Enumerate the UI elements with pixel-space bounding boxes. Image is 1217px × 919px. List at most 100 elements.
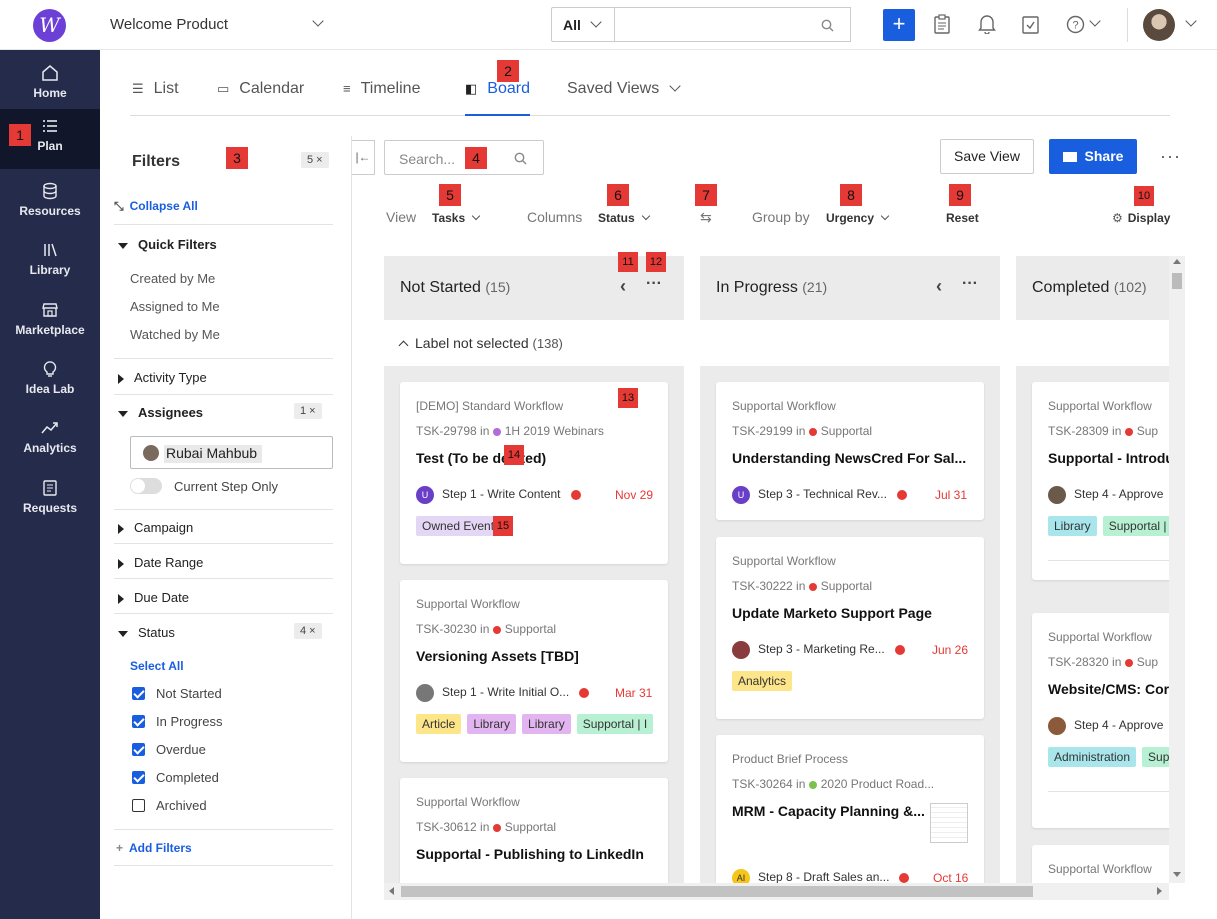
- help-icon[interactable]: ?: [1066, 15, 1085, 34]
- create-button[interactable]: +: [883, 9, 915, 41]
- collapse-all-button[interactable]: ⤡ Collapse All: [114, 199, 198, 214]
- caret-right-icon: [118, 558, 124, 569]
- status-checkbox-archived[interactable]: [132, 799, 145, 812]
- task-card[interactable]: Supportal Workflow TSK-29199 in Supporta…: [716, 382, 984, 520]
- sidebar-item-home[interactable]: Home: [0, 56, 100, 114]
- more-options-icon[interactable]: ···: [1160, 146, 1181, 166]
- reset-button[interactable]: Reset: [946, 211, 979, 225]
- campaign-section[interactable]: Campaign: [114, 509, 333, 543]
- save-view-button[interactable]: Save View: [940, 139, 1034, 174]
- status-checkbox-overdue[interactable]: [132, 743, 145, 756]
- chevron-down-icon[interactable]: [1185, 15, 1197, 27]
- task-card[interactable]: Supportal Workflow TSK-28320 in Sup Webs…: [1032, 613, 1169, 828]
- card-workflow: Supportal Workflow: [416, 795, 520, 809]
- tab-saved-views[interactable]: Saved Views: [567, 80, 681, 98]
- task-check-icon[interactable]: [1022, 14, 1039, 34]
- task-card[interactable]: Supportal Workflow TSK-28309 in Sup Supp…: [1032, 382, 1169, 580]
- search-icon[interactable]: [821, 19, 834, 32]
- sidebar-item-marketplace[interactable]: Marketplace: [0, 293, 100, 351]
- scroll-thumb[interactable]: [401, 886, 1033, 897]
- quick-filter-created[interactable]: Created by Me: [130, 271, 216, 286]
- swap-icon[interactable]: ⇆: [700, 209, 712, 225]
- filters-count-badge[interactable]: 5 ×: [301, 152, 329, 168]
- sidebar-item-label: Marketplace: [15, 323, 85, 337]
- sidebar-item-library[interactable]: Library: [0, 233, 100, 291]
- product-selector[interactable]: Welcome Product: [110, 16, 228, 33]
- search-scope-select[interactable]: All: [551, 7, 615, 42]
- scroll-up-arrow[interactable]: [1173, 259, 1181, 264]
- task-card[interactable]: [DEMO] Standard Workflow TSK-29798 in 1H…: [400, 382, 668, 564]
- sidebar-item-analytics[interactable]: Analytics: [0, 411, 100, 469]
- divider: [1048, 791, 1169, 792]
- task-id: TSK-30222: [732, 579, 793, 593]
- collapse-panel-button[interactable]: |←: [352, 140, 375, 175]
- column-more-icon[interactable]: ···: [646, 275, 662, 292]
- task-card[interactable]: Supportal Workflow TSK-30222 in Supporta…: [716, 537, 984, 719]
- board-search-input[interactable]: Search...: [384, 140, 544, 175]
- scroll-left-arrow[interactable]: [389, 887, 394, 895]
- vertical-scrollbar[interactable]: [1169, 256, 1185, 883]
- search-icon[interactable]: [514, 152, 527, 165]
- current-step-toggle[interactable]: [130, 478, 162, 494]
- add-filters-button[interactable]: + Add Filters: [116, 841, 192, 855]
- project-dot: [492, 625, 501, 634]
- view-select[interactable]: Tasks: [432, 211, 481, 225]
- status-toggle[interactable]: Status: [118, 625, 175, 640]
- due-date-section[interactable]: Due Date: [114, 578, 333, 613]
- sidebar-item-resources[interactable]: Resources: [0, 174, 100, 232]
- assignee-chip[interactable]: Rubai Mahbub: [130, 436, 333, 469]
- chevron-down-icon[interactable]: [1089, 15, 1101, 27]
- date-range-section[interactable]: Date Range: [114, 543, 333, 578]
- tab-timeline[interactable]: ≡ Timeline: [343, 80, 420, 98]
- column-header-completed: Completed (102): [1016, 256, 1169, 320]
- quick-filter-watched[interactable]: Watched by Me: [130, 327, 220, 342]
- select-all-link[interactable]: Select All: [130, 659, 184, 673]
- alert-icon: [570, 490, 581, 500]
- bell-icon[interactable]: [978, 14, 996, 34]
- step-label: Step 1 - Write Content: [442, 487, 561, 502]
- sidebar-item-label: Requests: [22, 501, 78, 515]
- status-count-badge[interactable]: 4 ×: [294, 623, 322, 639]
- task-card[interactable]: Product Brief Process TSK-30264 in 2020 …: [716, 735, 984, 886]
- sidebar-item-requests[interactable]: Requests: [0, 471, 100, 529]
- tab-calendar[interactable]: ▭ Calendar: [217, 80, 304, 98]
- status-checkbox-in-progress[interactable]: [132, 715, 145, 728]
- quick-filters-toggle[interactable]: Quick Filters: [118, 237, 217, 252]
- campaign-toggle[interactable]: Campaign: [118, 520, 193, 535]
- activity-type-toggle[interactable]: Activity Type: [118, 370, 207, 385]
- sidebar-item-idea-lab[interactable]: Idea Lab: [0, 352, 100, 410]
- assignees-toggle[interactable]: Assignees: [118, 405, 203, 420]
- clipboard-icon[interactable]: [934, 14, 950, 34]
- scroll-down-arrow[interactable]: [1173, 872, 1181, 877]
- collapse-column-icon[interactable]: ‹: [620, 276, 626, 296]
- global-search-input[interactable]: [615, 7, 851, 42]
- task-card[interactable]: Supportal Workflow: [1032, 845, 1169, 886]
- status-checkbox-not-started[interactable]: [132, 687, 145, 700]
- horizontal-scrollbar[interactable]: [384, 883, 1169, 900]
- column-more-icon[interactable]: ···: [962, 275, 978, 292]
- collapse-column-icon[interactable]: ‹: [936, 276, 942, 296]
- status-checkbox-completed[interactable]: [132, 771, 145, 784]
- status-option-label: Archived: [156, 798, 207, 813]
- activity-type-section[interactable]: Activity Type: [114, 358, 333, 394]
- app-logo[interactable]: W: [33, 9, 66, 42]
- user-avatar[interactable]: [1143, 9, 1175, 41]
- group-by-select[interactable]: Urgency: [826, 211, 890, 225]
- task-card[interactable]: Supportal Workflow TSK-30612 in Supporta…: [400, 778, 668, 886]
- due-date-toggle[interactable]: Due Date: [118, 590, 189, 605]
- scroll-right-arrow[interactable]: [1157, 887, 1162, 895]
- columns-select[interactable]: Status: [598, 211, 650, 225]
- quick-filter-assigned[interactable]: Assigned to Me: [130, 299, 220, 314]
- tag: Supportal | I: [576, 714, 654, 734]
- tab-board[interactable]: ◧ Board: [465, 80, 530, 116]
- scroll-thumb[interactable]: [1172, 273, 1182, 289]
- assignees-count-badge[interactable]: 1 ×: [294, 403, 322, 419]
- chevron-down-icon[interactable]: [312, 15, 324, 27]
- tab-list[interactable]: ☰ List: [132, 80, 179, 98]
- share-button[interactable]: Share: [1049, 139, 1137, 174]
- group-header[interactable]: Label not selected (138): [398, 335, 563, 351]
- caret-down-icon: [118, 410, 128, 417]
- task-card[interactable]: Supportal Workflow TSK-30230 in Supporta…: [400, 580, 668, 762]
- display-button[interactable]: ⚙ Display: [1112, 211, 1170, 225]
- date-range-toggle[interactable]: Date Range: [118, 555, 203, 570]
